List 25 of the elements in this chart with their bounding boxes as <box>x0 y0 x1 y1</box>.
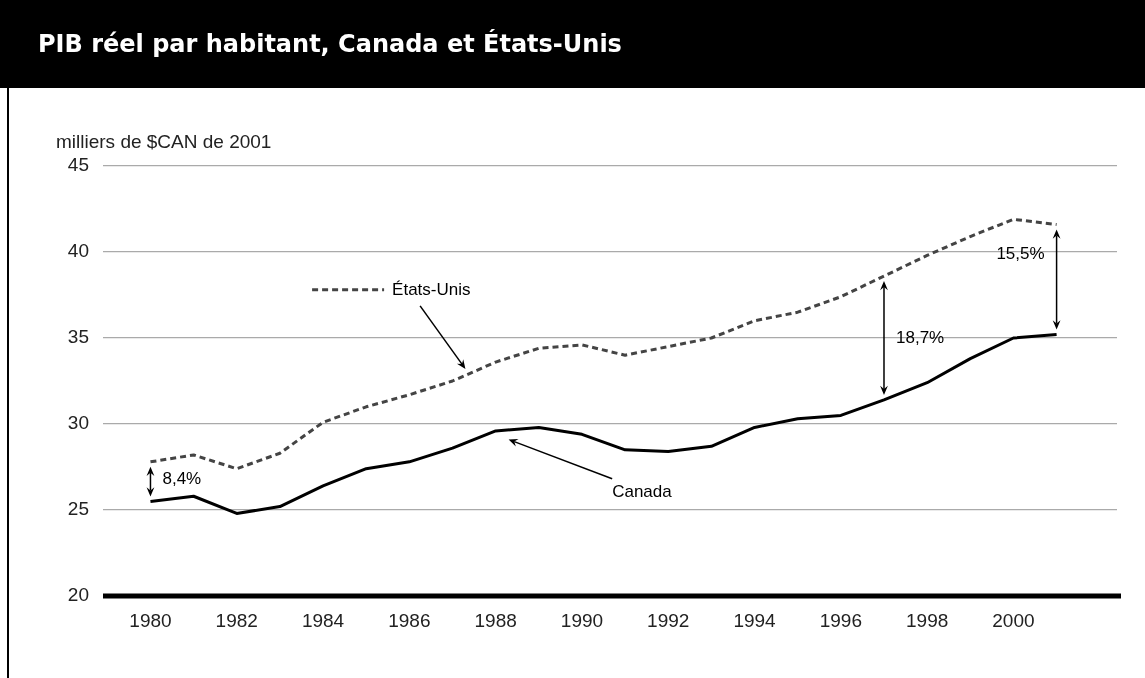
x-tick-label: 1994 <box>733 609 777 631</box>
x-tick-label: 2000 <box>992 609 1035 631</box>
y-tick-label: 40 <box>67 240 89 262</box>
line-series <box>148 217 1059 471</box>
x-tick-label: 1988 <box>474 609 517 631</box>
y-tick-label: 30 <box>67 412 89 434</box>
x-tick-label: 1992 <box>647 609 690 631</box>
x-tick-label: 1982 <box>215 609 258 631</box>
y-axis-title: milliers de $CAN de 2001 <box>56 130 272 152</box>
y-tick-label: 25 <box>67 498 89 520</box>
x-tick-label: 1990 <box>560 609 604 631</box>
x-tick-label: 1996 <box>819 609 862 631</box>
y-tick-label: 35 <box>67 326 89 348</box>
chart-title: PIB réel par habitant, Canada et États-Unis <box>38 30 622 58</box>
x-tick-label: 1998 <box>906 609 949 631</box>
annotation: 8,4% <box>162 469 202 489</box>
series-label: Canada <box>612 482 673 502</box>
annotation: 15,5% <box>996 244 1045 264</box>
x-tick-label: 1984 <box>301 609 345 631</box>
x-tick-label: 1980 <box>129 609 172 631</box>
y-tick-label: 45 <box>67 154 89 176</box>
y-tick-label: 20 <box>67 584 89 606</box>
legend-label: États-Unis <box>392 279 471 299</box>
x-tick-label: 1986 <box>388 609 431 631</box>
annotation: 18,7% <box>896 327 945 347</box>
